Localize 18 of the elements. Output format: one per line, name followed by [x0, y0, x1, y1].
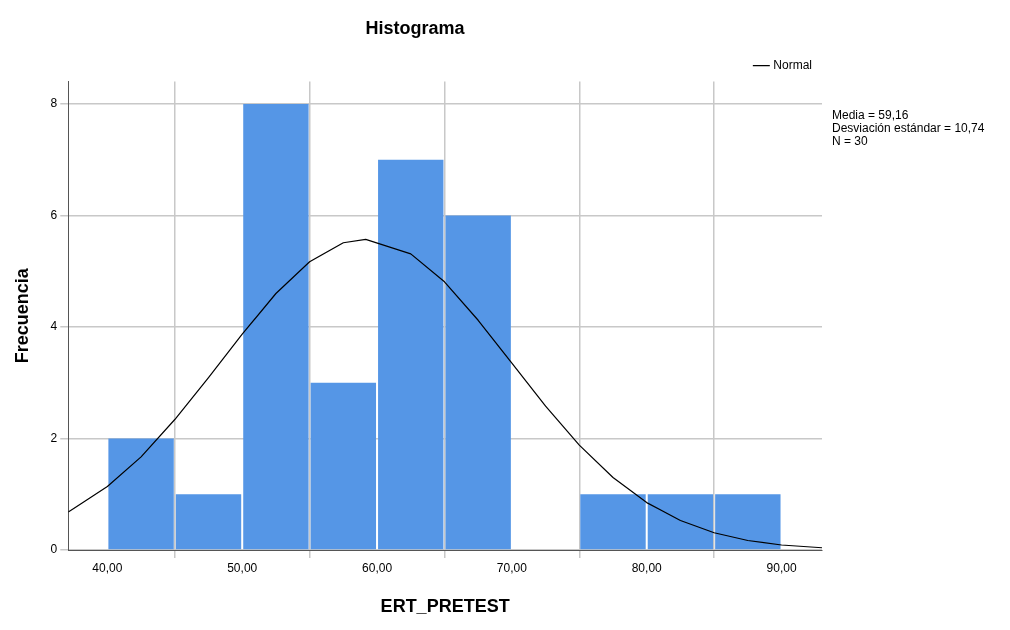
y-axis-title: Frecuencia — [11, 267, 32, 364]
x-tick-label: 50,00 — [227, 560, 258, 575]
y-tick-label: 2 — [50, 430, 58, 445]
x-tick-label: 60,00 — [362, 560, 393, 575]
x-tick-label: 40,00 — [92, 560, 123, 575]
y-tick-label: 6 — [50, 207, 58, 222]
text: N = 30 — [832, 133, 869, 148]
y-tick-label: 8 — [50, 96, 58, 111]
y-tick-label: 4 — [50, 319, 58, 334]
text: Desviación estándar = 10,74 — [832, 120, 985, 135]
x-tick-label: 80,00 — [631, 560, 663, 575]
x-axis-title: ERT_PRETEST — [380, 596, 510, 617]
x-tick-label: 90,00 — [766, 560, 797, 575]
x-tick-label: 70,00 — [496, 560, 528, 575]
y-tick-label: 0 — [50, 542, 58, 557]
legend-label: Normal — [773, 57, 812, 72]
chart-title: Histograma — [365, 17, 466, 38]
text: Media = 59,16 — [832, 107, 909, 122]
